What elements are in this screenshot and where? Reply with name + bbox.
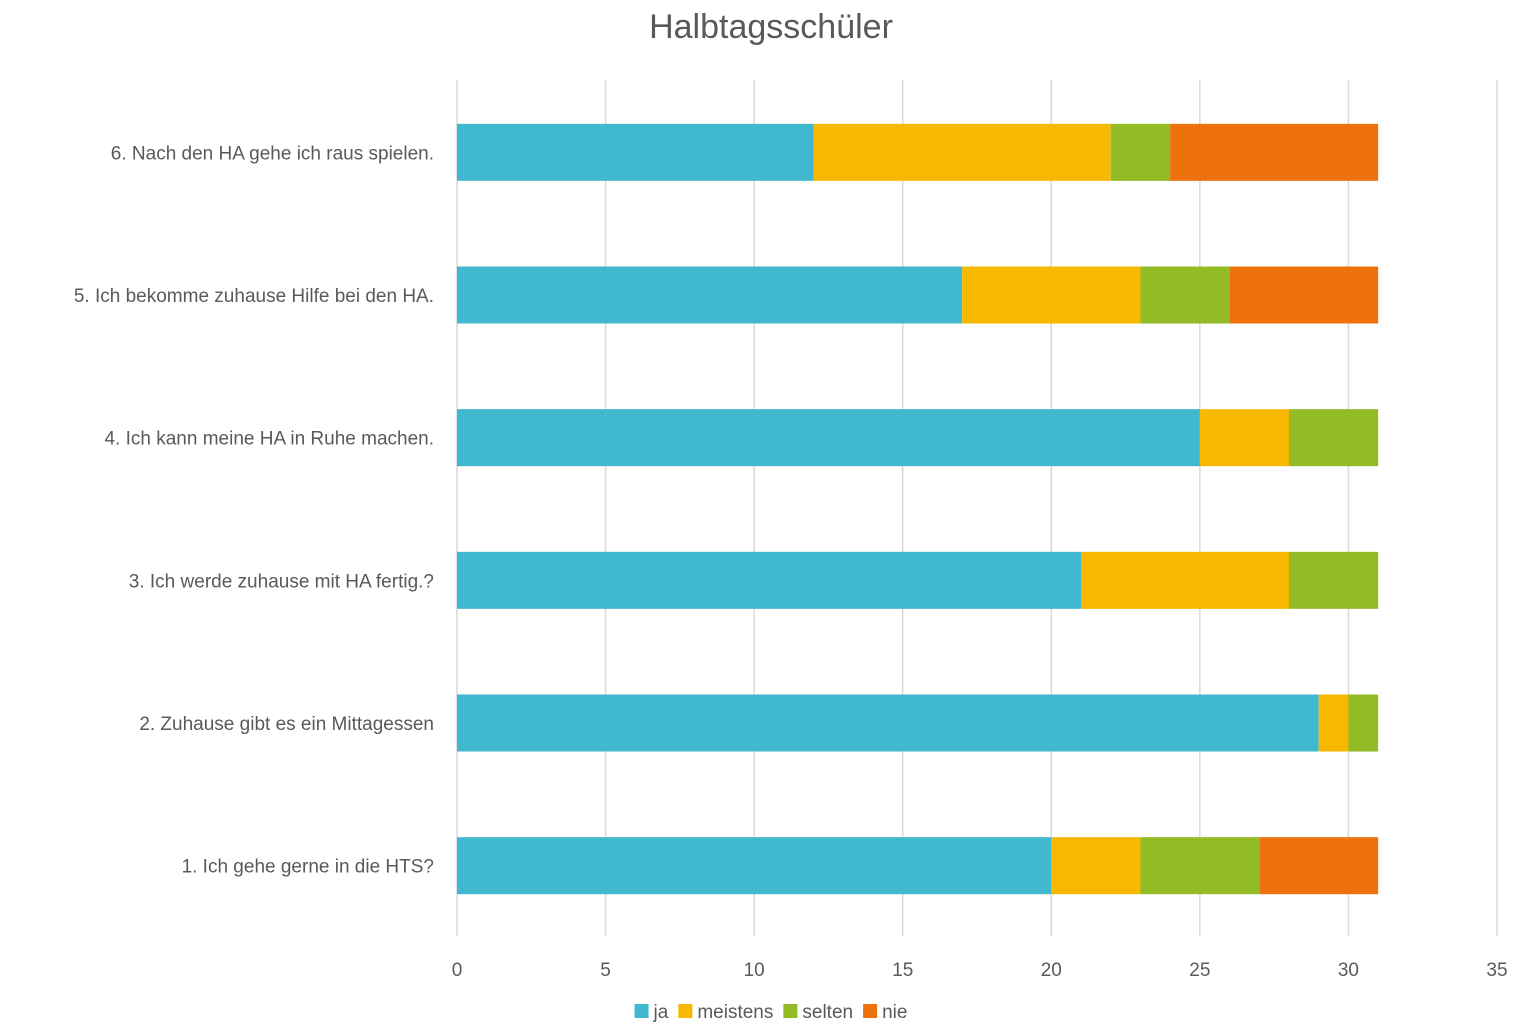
x-tick-label-0: 0 bbox=[452, 960, 463, 981]
legend-swatch-meistens bbox=[678, 1004, 693, 1018]
category-label-6: 6. Nach den HA gehe ich raus spielen. bbox=[111, 143, 434, 164]
bar-ja-5 bbox=[457, 266, 963, 324]
x-tick-label-20: 20 bbox=[1041, 960, 1062, 981]
bar-ja-4 bbox=[457, 409, 1200, 467]
bar-meistens-2 bbox=[1318, 694, 1349, 752]
category-label-3: 3. Ich werde zuhause mit HA fertig.? bbox=[129, 571, 434, 592]
x-tick-label-15: 15 bbox=[892, 960, 913, 981]
bar-nie-1 bbox=[1259, 837, 1379, 895]
bar-meistens-5 bbox=[962, 266, 1141, 324]
legend-swatch-ja bbox=[634, 1004, 649, 1018]
x-tick-label-30: 30 bbox=[1338, 960, 1359, 981]
legend-swatch-nie bbox=[863, 1004, 878, 1018]
gridlines bbox=[456, 80, 1498, 936]
x-tick-label-25: 25 bbox=[1189, 960, 1210, 981]
x-tick-label-35: 35 bbox=[1486, 960, 1507, 981]
bar-selten-5 bbox=[1140, 266, 1230, 324]
bar-meistens-1 bbox=[1051, 837, 1141, 895]
bar-nie-5 bbox=[1229, 266, 1379, 324]
bar-selten-1 bbox=[1140, 837, 1260, 895]
bar-selten-6 bbox=[1110, 123, 1171, 181]
legend-label-meistens: meistens bbox=[697, 1002, 773, 1023]
bar-selten-3 bbox=[1289, 551, 1379, 609]
x-tick-label-10: 10 bbox=[744, 960, 765, 981]
x-tick-label-5: 5 bbox=[600, 960, 611, 981]
category-label-1: 1. Ich gehe gerne in die HTS? bbox=[182, 857, 434, 878]
bar-selten-2 bbox=[1348, 694, 1379, 752]
category-label-5: 5. Ich bekomme zuhause Hilfe bei den HA. bbox=[74, 286, 434, 307]
bar-meistens-3 bbox=[1081, 551, 1289, 609]
legend-swatch-selten bbox=[783, 1004, 798, 1018]
bar-ja-2 bbox=[457, 694, 1319, 752]
bar-meistens-4 bbox=[1199, 409, 1289, 467]
bar-meistens-6 bbox=[813, 123, 1111, 181]
bars bbox=[457, 123, 1379, 895]
category-label-4: 4. Ich kann meine HA in Ruhe machen. bbox=[104, 429, 434, 450]
bar-nie-6 bbox=[1170, 123, 1379, 181]
bar-ja-6 bbox=[457, 123, 814, 181]
legend: ja meistens selten nie bbox=[634, 1002, 907, 1023]
legend-label-selten: selten bbox=[802, 1002, 853, 1023]
legend-label-ja: ja bbox=[653, 1002, 669, 1023]
category-labels: 6. Nach den HA gehe ich raus spielen. 5. … bbox=[74, 143, 434, 877]
bar-selten-4 bbox=[1289, 409, 1379, 467]
legend-label-nie: nie bbox=[882, 1002, 907, 1023]
x-axis-tick-labels: 0 5 10 15 20 25 30 35 bbox=[452, 960, 1508, 981]
bar-ja-1 bbox=[457, 837, 1052, 895]
chart-title: Halbtagsschüler bbox=[649, 8, 893, 46]
bar-ja-3 bbox=[457, 551, 1081, 609]
category-label-2: 2. Zuhause gibt es ein Mittagessen bbox=[139, 714, 434, 735]
